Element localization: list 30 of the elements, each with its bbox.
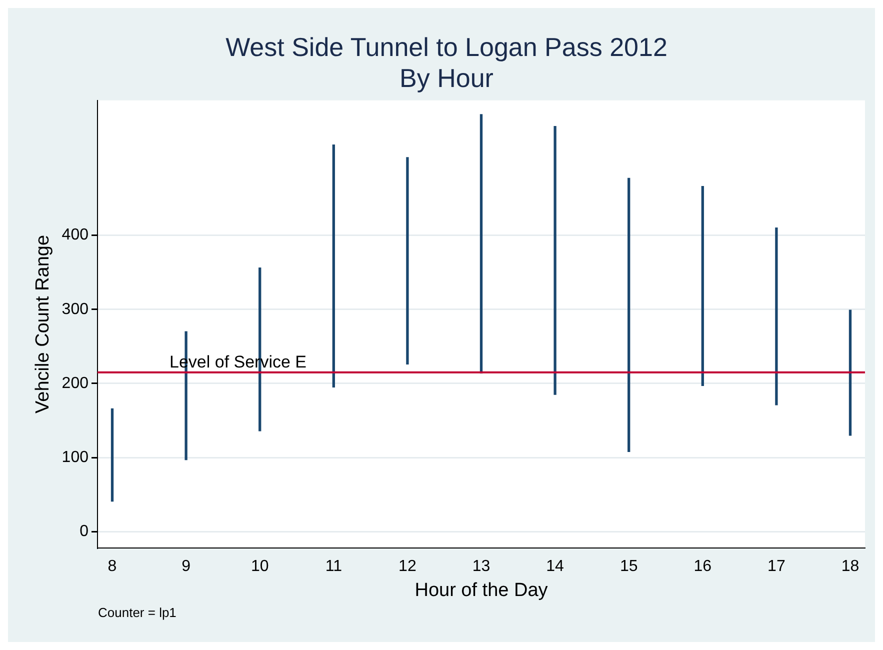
chart-subtitle: By Hour [400,62,494,93]
bar [110,408,114,502]
bar [554,126,556,395]
x-tick-label: 14 [546,558,564,576]
y-tick-label: 200 [62,374,89,392]
x-tick-label: 17 [768,558,786,576]
y-tick-label: 400 [62,226,89,244]
x-tick-label: 13 [472,558,490,576]
y-tick-label: 100 [62,448,89,466]
bar [848,310,852,436]
chart-title: West Side Tunnel to Logan Pass 2012 [226,32,668,62]
bar [628,178,630,452]
bar [701,186,704,386]
x-tick-label: 10 [250,558,269,576]
x-tick-label: 9 [182,558,191,576]
y-axis-title: Vehcile Count Range [32,234,54,414]
bar [406,157,409,365]
x-tick-label: 8 [108,558,117,576]
bar [332,144,335,388]
bar [480,114,483,374]
x-tick-label: 12 [398,558,416,576]
y-tick-label: 0 [80,523,89,540]
y-tick-label: 300 [62,300,89,318]
x-tick-label: 16 [694,558,712,576]
text: Counter = lp1 [98,605,176,620]
x-tick-label: 11 [325,558,342,576]
bar [775,228,778,406]
x-axis-title: Hour of the Day [414,580,548,601]
x-tick-label: 15 [620,558,638,576]
x-tick-label: 18 [841,558,860,576]
